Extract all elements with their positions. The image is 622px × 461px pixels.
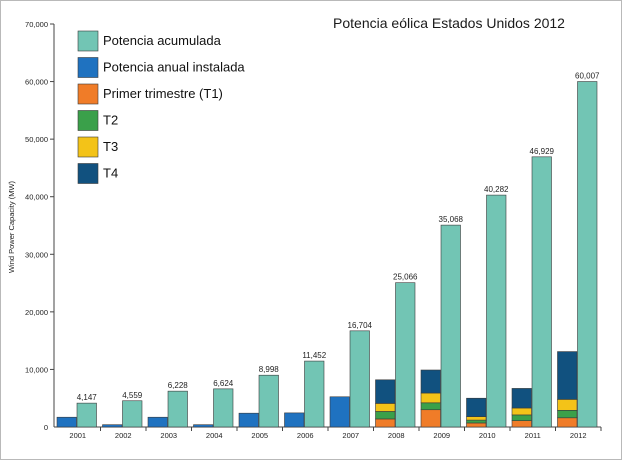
y-tick-label: 60,000: [25, 78, 48, 87]
cumulative-bar: [76, 402, 97, 428]
cumulative-bar: [531, 156, 552, 428]
legend-swatch: [77, 83, 99, 105]
x-tick-label: 2002: [115, 431, 132, 440]
annual-bar: [147, 416, 168, 428]
cumulative-data-label: 11,452: [302, 351, 326, 360]
cumulative-bar: [167, 390, 188, 428]
annual-bar: [56, 416, 77, 428]
x-tick-label: 2004: [206, 431, 223, 440]
annual-bar: [329, 396, 350, 428]
cumulative-data-label: 46,929: [530, 147, 555, 156]
legend-label: Potencia acumulada: [103, 33, 222, 48]
y-axis-label: Wind Power Capacity (MW): [7, 180, 16, 273]
quarter-bar-segment: [375, 403, 396, 412]
quarter-bar-segment: [420, 402, 441, 411]
y-tick-label: 70,000: [25, 20, 48, 29]
cumulative-data-label: 60,007: [575, 72, 600, 81]
cumulative-bar: [486, 194, 507, 428]
cumulative-data-label: 4,147: [77, 393, 98, 402]
legend-label: T3: [103, 139, 118, 154]
quarter-bar-segment: [466, 419, 487, 424]
quarter-bar-segment: [557, 399, 578, 411]
annual-bar: [238, 412, 259, 428]
cumulative-data-label: 4,559: [122, 391, 143, 400]
y-tick-label: 40,000: [25, 193, 48, 202]
quarter-bar-segment: [420, 392, 441, 404]
cumulative-bar: [577, 81, 598, 428]
x-tick-label: 2001: [69, 431, 86, 440]
y-axis-ticks: 0 10,000 20,000 30,000 40,000 50,000 60,000 70,…: [25, 20, 54, 432]
x-tick-label: 2012: [570, 431, 587, 440]
quarter-bar-segment: [420, 409, 441, 428]
legend-swatch: [77, 30, 99, 52]
quarter-bar-segment: [557, 351, 578, 400]
legend-label: Potencia anual instalada: [103, 60, 245, 75]
x-axis-ticks: 2001 2002 2003 2004 2005 2006 2007 2008 2009 2010…: [69, 427, 602, 440]
annual-bar: [193, 424, 214, 428]
chart-title: Potencia eólica Estados Unidos 2012: [333, 15, 565, 31]
quarter-bar-segment: [511, 420, 532, 428]
quarter-bar-segment: [375, 418, 396, 428]
legend-label: Primer trimestre (T1): [103, 86, 223, 101]
cumulative-bar: [122, 400, 143, 428]
bar-group: 4,147 4,559 6,228 6,624 8,998 11,452 16,704 25,…: [56, 72, 600, 428]
x-tick-label: 2003: [160, 431, 177, 440]
quarter-bar-segment: [511, 407, 532, 416]
y-tick-label: 50,000: [25, 135, 48, 144]
y-tick-label: 0: [44, 423, 48, 432]
legend-label: T2: [103, 113, 118, 128]
x-tick-label: 2008: [388, 431, 405, 440]
quarter-bar-segment: [466, 397, 487, 417]
x-tick-label: 2009: [433, 431, 450, 440]
quarter-bar-segment: [466, 416, 487, 421]
y-tick-label: 20,000: [25, 308, 48, 317]
quarter-bar-segment: [511, 414, 532, 421]
quarter-bar-segment: [557, 410, 578, 419]
cumulative-data-label: 40,282: [484, 185, 509, 194]
cumulative-bar: [258, 374, 279, 428]
quarter-bar-segment: [420, 369, 441, 394]
y-tick-label: 10,000: [25, 365, 48, 374]
annual-bar: [284, 412, 305, 428]
quarter-bar-segment: [466, 422, 487, 428]
x-tick-label: 2005: [251, 431, 268, 440]
x-tick-label: 2010: [479, 431, 496, 440]
cumulative-data-label: 35,068: [439, 215, 464, 224]
cumulative-data-label: 25,066: [393, 273, 418, 282]
x-tick-label: 2007: [342, 431, 359, 440]
legend-swatch: [77, 136, 99, 158]
quarter-bar-segment: [511, 388, 532, 409]
quarter-bar-segment: [375, 379, 396, 404]
annual-bar: [102, 424, 123, 428]
cumulative-bar: [395, 282, 416, 428]
legend-swatch: [77, 110, 99, 131]
legend: Potencia acumulada Potencia anual instala…: [77, 30, 245, 184]
cumulative-bar: [440, 224, 461, 428]
quarter-bar-segment: [557, 417, 578, 428]
legend-swatch: [77, 57, 99, 78]
legend-swatch: [77, 163, 99, 184]
legend-label: T4: [103, 166, 118, 181]
cumulative-bar: [213, 388, 234, 428]
y-tick-label: 30,000: [25, 250, 48, 259]
cumulative-bar: [304, 360, 325, 428]
quarter-bar-segment: [375, 411, 396, 420]
cumulative-data-label: 8,998: [259, 365, 280, 374]
cumulative-data-label: 6,624: [213, 379, 234, 388]
x-tick-label: 2006: [297, 431, 314, 440]
cumulative-data-label: 16,704: [348, 321, 373, 330]
x-tick-label: 2011: [525, 431, 541, 440]
cumulative-data-label: 6,228: [168, 381, 189, 390]
cumulative-bar: [349, 330, 370, 428]
